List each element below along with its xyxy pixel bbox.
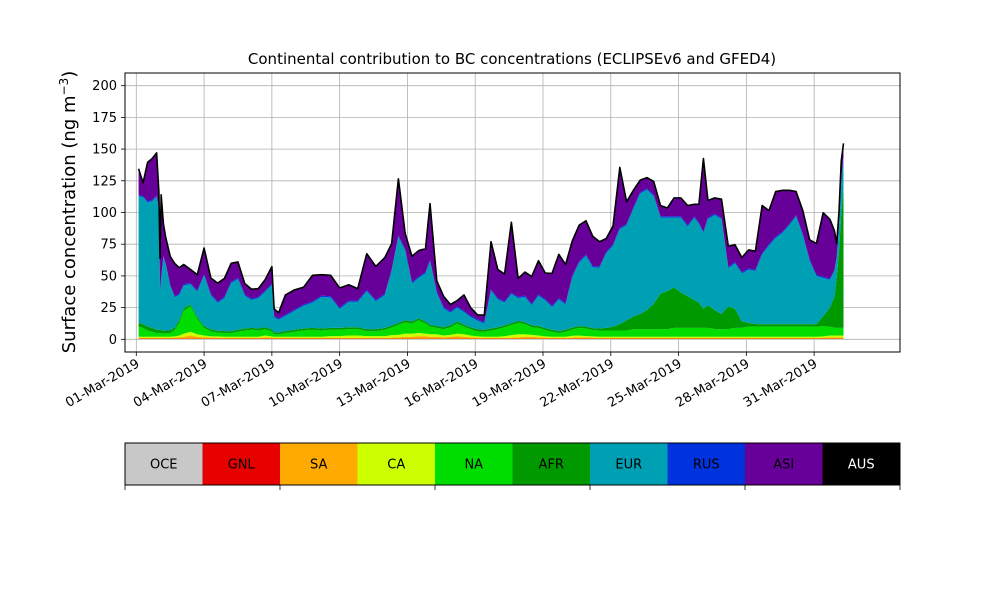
x-tick-label: 01-Mar-2019	[63, 356, 142, 410]
area-asi	[138, 144, 844, 323]
x-tick-label: 04-Mar-2019	[131, 356, 210, 410]
legend-swatch-gnl	[202, 443, 280, 485]
total-outline	[137, 143, 845, 317]
area-rus	[138, 156, 844, 324]
y-axis-label-unit-sup: −3	[57, 78, 71, 96]
legend-label-gnl: GNL	[228, 458, 256, 473]
x-tick-label: 16-Mar-2019	[402, 356, 481, 410]
x-tick-label: 07-Mar-2019	[199, 356, 278, 410]
x-tick-label: 22-Mar-2019	[538, 356, 617, 410]
y-tick-label: 50	[100, 269, 117, 284]
chart-title: Continental contribution to BC concentra…	[248, 50, 776, 68]
legend-label-afr: AFR	[539, 458, 564, 473]
legend-swatch-na	[435, 443, 513, 485]
legend-swatch-afr	[512, 443, 590, 485]
x-tick-label: 19-Mar-2019	[470, 356, 549, 410]
legend-label-asi: ASI	[773, 458, 794, 473]
x-tick-label: 28-Mar-2019	[673, 356, 752, 410]
legend-swatch-aus	[822, 443, 900, 485]
y-tick-label: 0	[109, 333, 117, 348]
y-tick-label: 75	[100, 238, 117, 253]
legend-label-rus: RUS	[693, 458, 720, 473]
stacked-areas	[138, 143, 844, 340]
legend-swatch-sa	[280, 443, 358, 485]
legend-label-sa: SA	[310, 458, 327, 473]
legend-label-eur: EUR	[615, 458, 642, 473]
legend-swatch-eur	[590, 443, 668, 485]
y-tick-label: 25	[100, 301, 117, 316]
legend-swatch-asi	[745, 443, 823, 485]
legend-label-oce: OCE	[150, 458, 178, 473]
legend-label-ca: CA	[387, 458, 405, 473]
x-tick-label: 13-Mar-2019	[334, 356, 413, 410]
legend-swatch-ca	[357, 443, 435, 485]
area-afr	[138, 188, 844, 335]
legend-colorbar: OCE GNL SA CA NA AFR EUR RUS ASI AUS	[124, 442, 901, 490]
legend-swatch-rus	[667, 443, 745, 485]
y-axis-label-text: Surface concentration (ng m	[59, 95, 80, 353]
y-tick-label: 200	[92, 79, 117, 94]
legend-swatch-oce	[125, 443, 203, 485]
y-tick-label: 100	[92, 206, 117, 221]
legend-label-na: NA	[464, 458, 483, 473]
area-ca	[138, 331, 844, 339]
y-tick-label: 150	[92, 143, 117, 158]
x-tick-label: 31-Mar-2019	[741, 356, 820, 410]
x-tick-label: 10-Mar-2019	[267, 356, 346, 410]
legend-label-aus: AUS	[848, 458, 875, 473]
y-tick-label: 175	[92, 111, 117, 126]
total-line	[137, 143, 845, 317]
y-tick-label: 125	[92, 174, 117, 189]
y-axis-label-suffix: )	[59, 71, 80, 78]
area-eur	[138, 157, 844, 333]
x-tick-label: 25-Mar-2019	[605, 356, 684, 410]
area-na	[138, 306, 844, 337]
area-sa	[138, 335, 844, 339]
legend-frame	[124, 442, 901, 486]
y-axis-label: Surface concentration (ng m−3)	[57, 71, 80, 354]
